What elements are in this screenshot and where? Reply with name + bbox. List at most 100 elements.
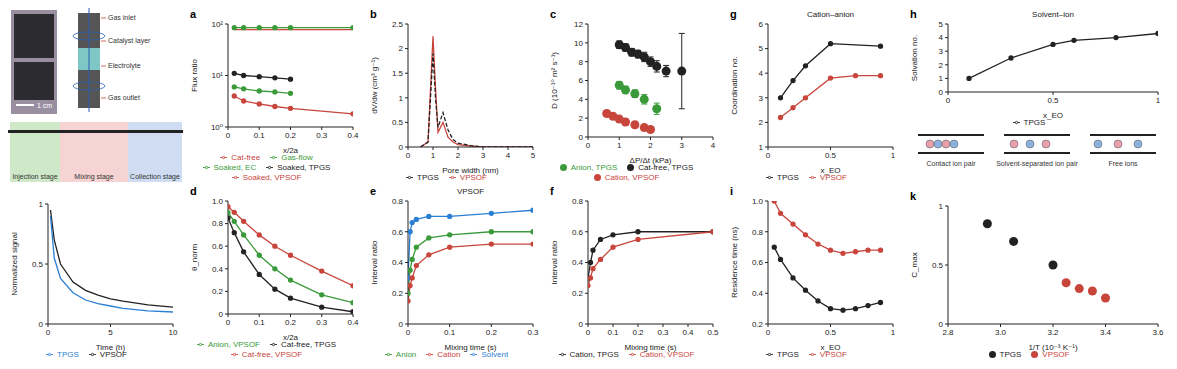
svg-text:0.5: 0.5 [825, 328, 837, 337]
svg-text:0.2: 0.2 [285, 318, 297, 327]
svg-text:dV/dw (cm³ g⁻¹): dV/dw (cm³ g⁻¹) [370, 57, 379, 114]
svg-text:0.3: 0.3 [316, 318, 328, 327]
svg-text:1.0: 1.0 [752, 197, 764, 206]
svg-text:3.4: 3.4 [1100, 328, 1112, 337]
svg-text:0.8: 0.8 [752, 228, 764, 237]
svg-text:C_max: C_max [910, 252, 919, 277]
svg-text:Solvation no.: Solvation no. [910, 35, 919, 81]
svg-text:8: 8 [579, 58, 584, 67]
svg-text:x/2a: x/2a [283, 333, 299, 342]
svg-text:1.0: 1.0 [212, 197, 224, 206]
svg-text:x_EO: x_EO [820, 166, 840, 175]
svg-text:1: 1 [939, 202, 944, 211]
svg-text:Coordination no.: Coordination no. [730, 56, 739, 115]
svg-text:Electrolyte: Electrolyte [108, 62, 141, 70]
svg-text:0.2: 0.2 [285, 131, 297, 140]
svg-text:2: 2 [648, 141, 653, 150]
svg-text:0.4: 0.4 [682, 328, 694, 337]
svg-text:3: 3 [939, 47, 944, 56]
svg-text:D (10⁻¹⁰ m² s⁻¹): D (10⁻¹⁰ m² s⁻¹) [550, 52, 559, 109]
svg-text:6: 6 [759, 20, 764, 29]
svg-text:0: 0 [946, 96, 951, 105]
svg-text:10: 10 [574, 39, 583, 48]
svg-text:3: 3 [759, 94, 764, 103]
svg-text:2: 2 [939, 61, 944, 70]
svg-text:4: 4 [579, 95, 584, 104]
svg-text:Mixing time (s): Mixing time (s) [624, 343, 676, 352]
svg-text:5: 5 [759, 44, 764, 53]
svg-text:1/T (10⁻³ K⁻¹): 1/T (10⁻³ K⁻¹) [1028, 343, 1078, 352]
svg-text:Pore width (nm): Pore width (nm) [442, 166, 499, 175]
svg-text:Interval ratio: Interval ratio [370, 240, 379, 285]
svg-text:6: 6 [579, 76, 584, 85]
svg-text:0.3: 0.3 [657, 328, 669, 337]
svg-text:2: 2 [579, 114, 584, 123]
svg-text:0: 0 [579, 133, 584, 142]
svg-text:1: 1 [759, 143, 764, 152]
svg-text:Gas outlet: Gas outlet [108, 94, 140, 101]
svg-text:0.2: 0.2 [392, 289, 404, 298]
svg-text:0.1: 0.1 [607, 328, 619, 337]
svg-text:0.1: 0.1 [254, 318, 266, 327]
svg-text:2: 2 [759, 118, 764, 127]
svg-text:0: 0 [586, 141, 591, 150]
svg-text:Time (h): Time (h) [96, 343, 126, 352]
svg-text:Flux ratio: Flux ratio [190, 59, 199, 92]
svg-text:0.2: 0.2 [486, 328, 498, 337]
svg-text:Gas inlet: Gas inlet [108, 14, 136, 21]
svg-text:0.4: 0.4 [752, 289, 764, 298]
svg-text:0.5: 0.5 [825, 151, 837, 160]
svg-text:Residence time (ns): Residence time (ns) [730, 227, 739, 298]
svg-text:0.6: 0.6 [572, 228, 584, 237]
svg-text:0.4: 0.4 [212, 265, 224, 274]
svg-text:3: 3 [680, 141, 685, 150]
svg-text:0.4: 0.4 [392, 258, 404, 267]
svg-text:3: 3 [481, 151, 486, 160]
svg-text:0.1: 0.1 [254, 131, 266, 140]
svg-text:0.8: 0.8 [572, 197, 584, 206]
svg-text:10¹: 10¹ [211, 71, 223, 80]
svg-text:1: 1 [939, 74, 944, 83]
svg-text:x_EO: x_EO [820, 343, 840, 352]
svg-text:0.2: 0.2 [572, 289, 584, 298]
svg-text:0: 0 [586, 328, 591, 337]
svg-text:5: 5 [108, 328, 113, 337]
svg-text:3.2: 3.2 [1047, 328, 1059, 337]
svg-text:0.8: 0.8 [212, 219, 224, 228]
svg-text:0.1: 0.1 [444, 328, 456, 337]
svg-text:0.4: 0.4 [347, 318, 359, 327]
svg-text:1: 1 [39, 200, 44, 209]
svg-text:Catalyst layer: Catalyst layer [108, 37, 151, 45]
svg-text:0: 0 [226, 131, 231, 140]
svg-text:0.2: 0.2 [212, 287, 224, 296]
svg-text:0: 0 [399, 320, 404, 329]
svg-text:2.8: 2.8 [942, 328, 954, 337]
svg-text:0: 0 [406, 151, 411, 160]
svg-text:12: 12 [574, 20, 583, 29]
svg-text:0: 0 [46, 328, 51, 337]
svg-text:x/2a: x/2a [283, 146, 299, 155]
svg-text:0: 0 [399, 143, 404, 152]
svg-text:3.0: 3.0 [995, 328, 1007, 337]
svg-text:1: 1 [431, 151, 436, 160]
svg-text:x_EO: x_EO [1043, 111, 1063, 120]
svg-text:0.5: 0.5 [707, 328, 719, 337]
svg-text:0.2: 0.2 [632, 328, 644, 337]
svg-text:0.6: 0.6 [392, 228, 404, 237]
svg-text:4: 4 [939, 33, 944, 42]
svg-text:4: 4 [711, 141, 716, 150]
svg-text:0: 0 [579, 320, 584, 329]
svg-text:0.2: 0.2 [752, 320, 764, 329]
svg-text:0: 0 [219, 310, 224, 319]
svg-text:1: 1 [399, 94, 404, 103]
svg-text:5: 5 [531, 151, 536, 160]
svg-text:θ_norm: θ_norm [190, 244, 199, 271]
svg-text:10: 10 [169, 328, 178, 337]
svg-text:0.6: 0.6 [212, 242, 224, 251]
svg-text:0.4: 0.4 [347, 131, 359, 140]
svg-text:1: 1 [891, 151, 896, 160]
svg-text:1 cm: 1 cm [37, 102, 52, 109]
svg-text:10²: 10² [211, 20, 223, 29]
svg-text:1: 1 [1156, 96, 1161, 105]
svg-text:Normalized signal: Normalized signal [10, 232, 19, 296]
